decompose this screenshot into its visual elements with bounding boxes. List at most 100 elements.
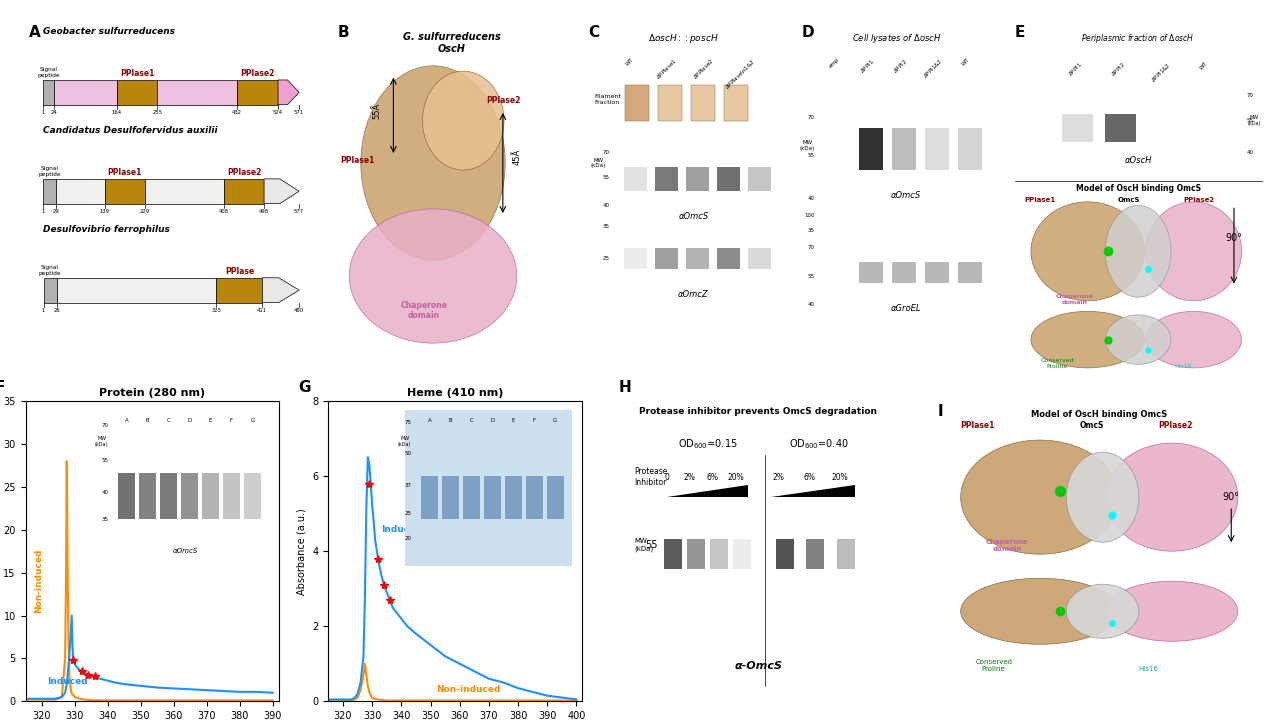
- Bar: [655, 166, 678, 192]
- Y-axis label: Absorbance (a.u.): Absorbance (a.u.): [298, 508, 306, 594]
- Text: αOmcS: αOmcS: [678, 213, 709, 221]
- Text: PPlase1: PPlase1: [1024, 197, 1056, 203]
- Bar: [1106, 114, 1135, 142]
- Text: $\Delta$PPI1&2: $\Delta$PPI1&2: [922, 57, 945, 80]
- Ellipse shape: [1066, 584, 1139, 638]
- Polygon shape: [264, 179, 299, 204]
- Bar: [43, 80, 54, 105]
- Text: H: H: [618, 380, 631, 395]
- Bar: [776, 539, 794, 569]
- Text: α-OmcS: α-OmcS: [734, 662, 783, 671]
- Text: Heme (410 nm): Heme (410 nm): [407, 388, 503, 398]
- Text: $\Delta$PPI2: $\Delta$PPI2: [1110, 61, 1126, 78]
- Text: 90°: 90°: [1223, 492, 1240, 502]
- Bar: [716, 248, 739, 269]
- Bar: [748, 166, 771, 192]
- Text: $\Delta$PPI1&2: $\Delta$PPI1&2: [1149, 61, 1172, 84]
- Ellipse shape: [1106, 443, 1237, 551]
- Text: Non-induced: Non-induced: [437, 685, 501, 694]
- Text: 1: 1: [42, 308, 45, 313]
- Text: 2%: 2%: [773, 473, 784, 482]
- Text: PPlase1: PPlase1: [960, 421, 995, 430]
- Text: 55: 55: [1246, 118, 1254, 123]
- Text: αGroEL: αGroEL: [891, 304, 921, 313]
- Text: $\Delta$PPI2: $\Delta$PPI2: [891, 57, 909, 74]
- Text: G: G: [298, 380, 310, 395]
- Text: αOmcS: αOmcS: [891, 192, 921, 200]
- Ellipse shape: [960, 440, 1119, 555]
- Text: $\Delta$PPlase1: $\Delta$PPlase1: [654, 57, 678, 82]
- Text: Protein (280 nm): Protein (280 nm): [100, 388, 206, 398]
- Ellipse shape: [1031, 312, 1144, 368]
- Ellipse shape: [1106, 581, 1237, 641]
- Text: 45Å: 45Å: [512, 149, 521, 165]
- Text: 524: 524: [273, 110, 283, 115]
- Text: Conserved
Proline: Conserved Proline: [976, 659, 1013, 672]
- Text: Chaperone
domain: Chaperone domain: [986, 539, 1028, 552]
- Text: 255: 255: [152, 110, 162, 115]
- Ellipse shape: [1031, 202, 1144, 301]
- Text: 70: 70: [603, 150, 610, 155]
- Text: B: B: [337, 25, 349, 40]
- Bar: [236, 80, 278, 105]
- Bar: [710, 539, 728, 569]
- Text: OD$_{600}$=0.15: OD$_{600}$=0.15: [678, 437, 737, 451]
- Text: His16: His16: [1139, 667, 1158, 672]
- Text: Conserved
Proline: Conserved Proline: [1041, 358, 1074, 369]
- Text: 20%: 20%: [831, 473, 848, 482]
- Text: WT: WT: [624, 57, 635, 67]
- Bar: [959, 128, 982, 170]
- Bar: [687, 539, 705, 569]
- Text: 40: 40: [1246, 150, 1254, 155]
- Text: Signal
peptide: Signal peptide: [38, 265, 61, 276]
- Text: αOmcZ: αOmcZ: [678, 290, 709, 299]
- Text: Protease
Inhibitor: Protease Inhibitor: [633, 467, 668, 487]
- Bar: [733, 539, 751, 569]
- Bar: [56, 179, 105, 204]
- Text: PPlase: PPlase: [225, 267, 254, 276]
- Text: C: C: [589, 25, 600, 40]
- Text: PPlase1: PPlase1: [340, 156, 374, 165]
- Text: WT: WT: [1199, 61, 1208, 70]
- Text: Chaperone
domain: Chaperone domain: [1056, 294, 1094, 305]
- Bar: [43, 278, 57, 302]
- Text: E: E: [1014, 25, 1025, 40]
- Text: OD$_{600}$=0.40: OD$_{600}$=0.40: [789, 437, 849, 451]
- Text: 100: 100: [805, 213, 815, 218]
- Bar: [686, 248, 709, 269]
- Text: 55: 55: [645, 540, 658, 550]
- Text: $\Delta$PPI1: $\Delta$PPI1: [858, 57, 876, 74]
- Text: 90°: 90°: [1226, 233, 1243, 243]
- Bar: [144, 179, 223, 204]
- Text: 70: 70: [808, 245, 815, 250]
- Text: PPlase1: PPlase1: [107, 168, 142, 177]
- Text: 35: 35: [603, 224, 610, 229]
- Text: 411: 411: [257, 308, 267, 313]
- Text: 139: 139: [100, 209, 110, 214]
- Bar: [623, 166, 647, 192]
- Text: Geobacter sulfurreducens: Geobacter sulfurreducens: [43, 27, 175, 36]
- Text: 229: 229: [139, 209, 149, 214]
- Text: 70: 70: [1246, 93, 1254, 98]
- Bar: [664, 539, 682, 569]
- Bar: [691, 85, 715, 121]
- Ellipse shape: [361, 66, 506, 260]
- Text: PPlase2: PPlase2: [487, 96, 521, 105]
- Text: A: A: [28, 25, 40, 40]
- Text: $\Delta oscH::poscH$: $\Delta oscH::poscH$: [649, 33, 719, 46]
- Text: 55: 55: [808, 273, 815, 278]
- Text: 20%: 20%: [727, 473, 743, 482]
- Text: MW
(kDa): MW (kDa): [591, 158, 607, 168]
- Text: 24: 24: [50, 110, 57, 115]
- Bar: [859, 128, 882, 170]
- Bar: [686, 166, 709, 192]
- Text: 325: 325: [212, 308, 221, 313]
- Text: 70: 70: [808, 114, 815, 119]
- Ellipse shape: [349, 209, 517, 343]
- Text: PPlase1: PPlase1: [120, 69, 155, 78]
- Text: PPlase2: PPlase2: [240, 69, 275, 78]
- Text: OmcS: OmcS: [1117, 197, 1140, 203]
- Bar: [748, 248, 771, 269]
- Text: 1: 1: [42, 110, 45, 115]
- Text: PPlase2: PPlase2: [227, 168, 262, 177]
